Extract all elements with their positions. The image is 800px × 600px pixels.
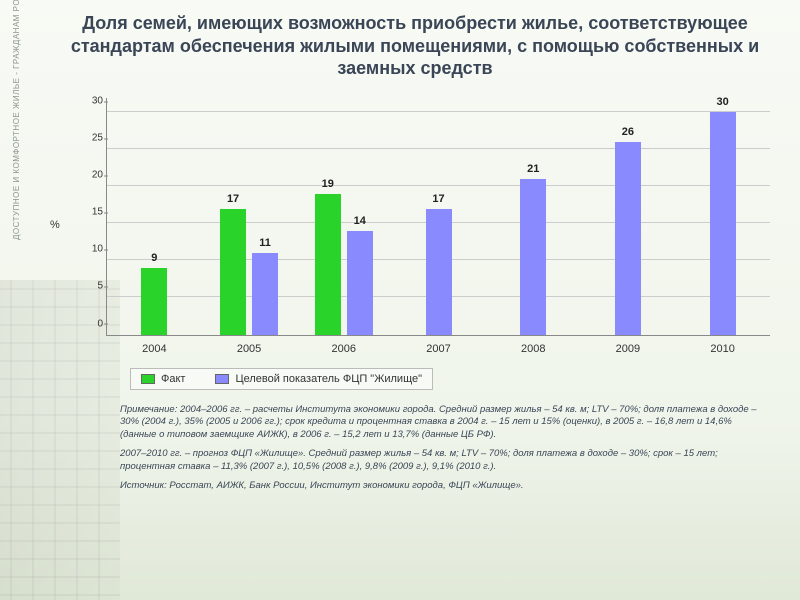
bar-group: 1711 (220, 209, 278, 335)
x-tick: 2009 (616, 343, 640, 355)
bar-value-label: 30 (717, 96, 729, 108)
x-tick: 2005 (237, 343, 261, 355)
footnotes: Примечание: 2004–2006 гг. – расчеты Инст… (120, 404, 760, 493)
bar-value-label: 17 (432, 193, 444, 205)
bar: 19 (315, 194, 341, 335)
y-tick: 5 (83, 281, 103, 292)
legend-item-target: Целевой показатель ФЦП "Жилище" (215, 373, 422, 385)
x-tick: 2006 (332, 343, 356, 355)
legend-item-fact: Факт (141, 373, 185, 385)
bar: 30 (710, 112, 736, 334)
bar-group: 26 (615, 142, 641, 335)
bar: 11 (252, 253, 278, 334)
slide-title: Доля семей, имеющих возможность приобрес… (50, 12, 780, 80)
y-tick: 30 (83, 96, 103, 107)
y-tick: 15 (83, 207, 103, 218)
legend-swatch (141, 374, 155, 384)
footnote-1: Примечание: 2004–2006 гг. – расчеты Инст… (120, 404, 760, 442)
y-tick: 25 (83, 133, 103, 144)
x-tick: 2004 (142, 343, 166, 355)
footnote-3: Источник: Росстат, АИЖК, Банк России, Ин… (120, 480, 760, 493)
bar-value-label: 19 (322, 178, 334, 190)
y-tick: 20 (83, 170, 103, 181)
bar-group: 9 (141, 268, 167, 335)
y-tick: 0 (83, 318, 103, 329)
legend-label: Целевой показатель ФЦП "Жилище" (235, 373, 422, 385)
bar-group: 30 (710, 112, 736, 334)
bar-value-label: 21 (527, 163, 539, 175)
x-tick: 2008 (521, 343, 545, 355)
bar-value-label: 26 (622, 126, 634, 138)
x-tick: 2007 (426, 343, 450, 355)
bar-group: 21 (520, 179, 546, 335)
bar: 17 (426, 209, 452, 335)
y-tick: 10 (83, 244, 103, 255)
legend-label: Факт (161, 373, 185, 385)
chart-legend: Факт Целевой показатель ФЦП "Жилище" (130, 368, 433, 390)
gridline (107, 185, 770, 186)
plot-area: 0510152025302004920051711200619142007172… (106, 98, 770, 336)
bar: 14 (347, 231, 373, 335)
bar-value-label: 17 (227, 193, 239, 205)
legend-swatch (215, 374, 229, 384)
bar: 21 (520, 179, 546, 335)
bar-value-label: 14 (354, 215, 366, 227)
bar-value-label: 9 (151, 252, 157, 264)
x-tick: 2010 (710, 343, 734, 355)
bar: 26 (615, 142, 641, 335)
gridline (107, 148, 770, 149)
y-axis-label: % (50, 219, 60, 231)
content-area: Доля семей, имеющих возможность приобрес… (0, 0, 800, 492)
gridline (107, 111, 770, 112)
bar-chart: % 05101520253020049200517112006191420071… (80, 90, 770, 360)
bar: 17 (220, 209, 246, 335)
footnote-2: 2007–2010 гг. – прогноз ФЦП «Жилище». Ср… (120, 448, 760, 474)
bar-group: 17 (426, 209, 452, 335)
bar: 9 (141, 268, 167, 335)
bar-value-label: 11 (259, 237, 271, 249)
bar-group: 1914 (315, 194, 373, 335)
